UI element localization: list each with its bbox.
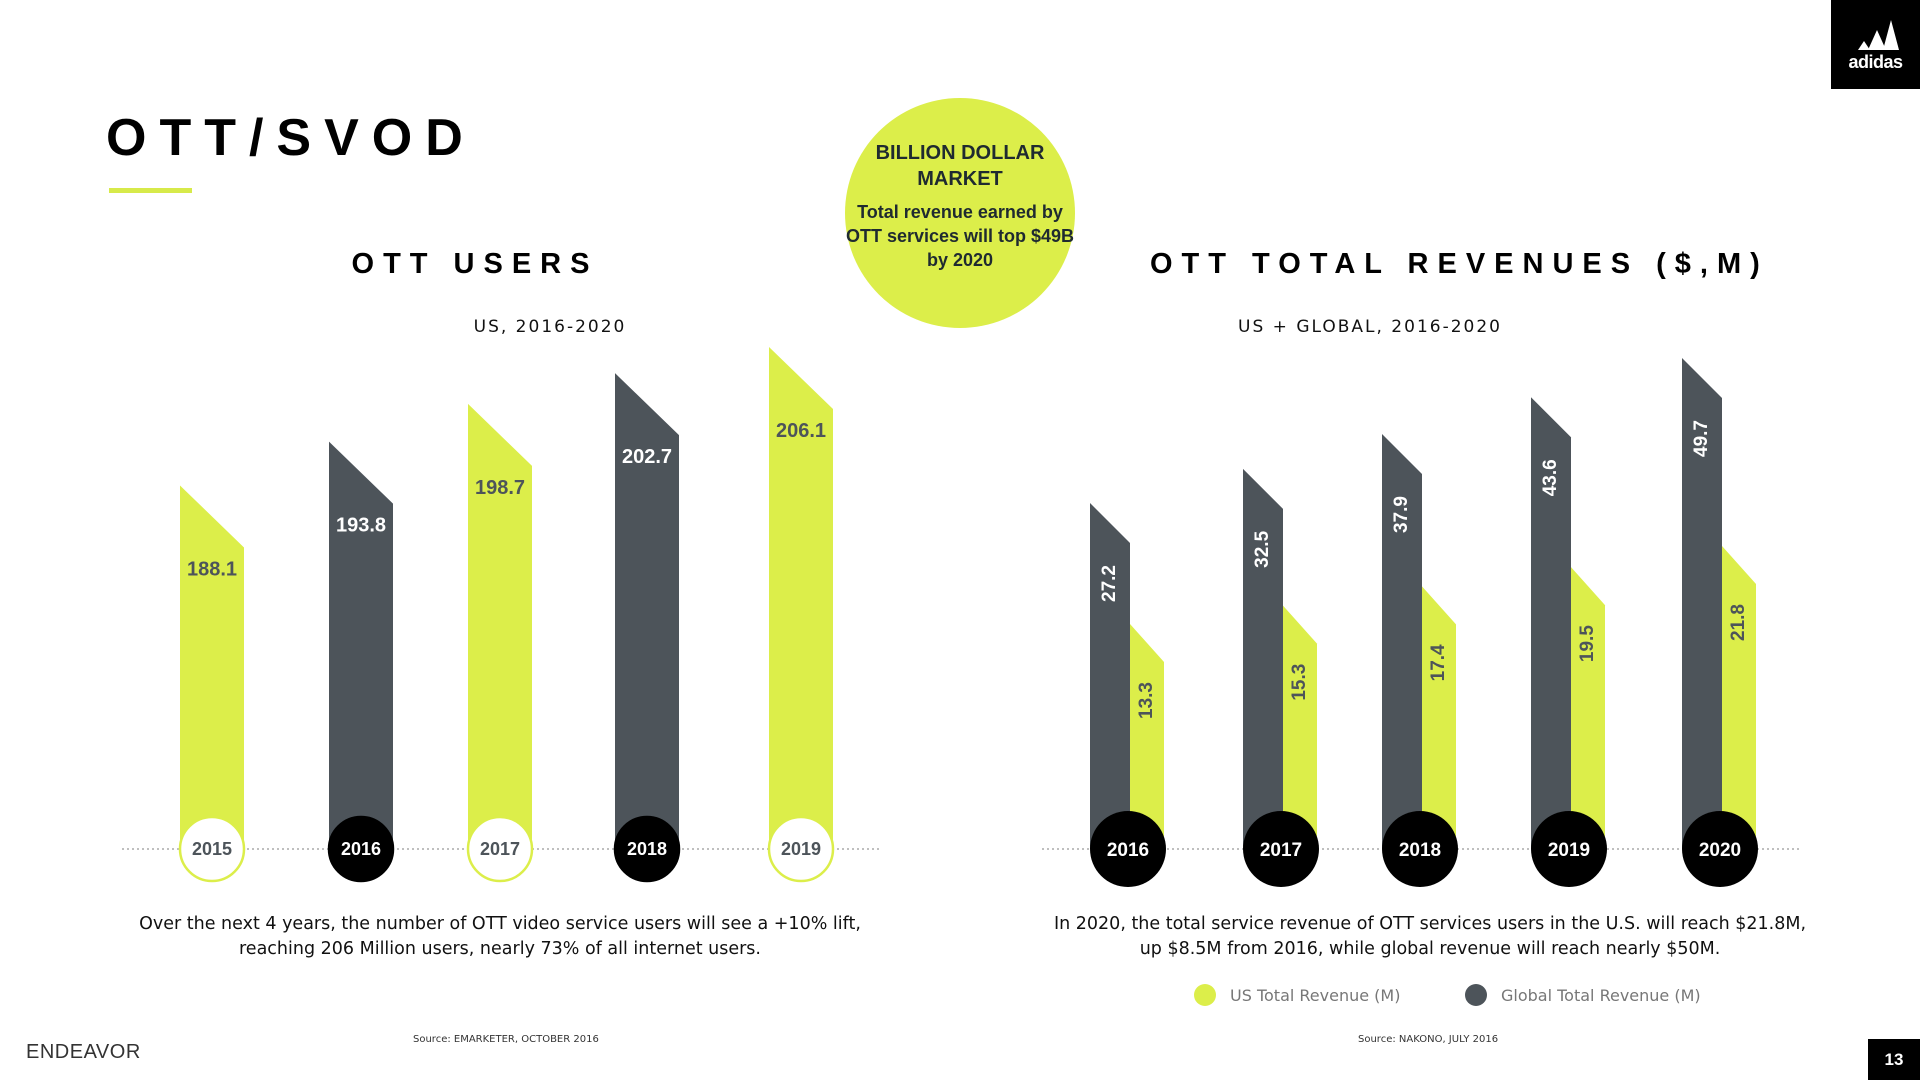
legend-us-dot-icon bbox=[1194, 984, 1216, 1006]
adidas-stripes-icon bbox=[1858, 20, 1899, 50]
us-revenue-bar-2020 bbox=[1722, 546, 1756, 849]
users-year-circle bbox=[178, 815, 246, 883]
us-revenue-bar-2019 bbox=[1571, 567, 1605, 849]
revenue-year-circle bbox=[1531, 811, 1607, 887]
us-revenue-value-label: 21.8 bbox=[1728, 604, 1749, 641]
global-revenue-value-label: 49.7 bbox=[1691, 420, 1712, 457]
page-number: 13 bbox=[1868, 1039, 1920, 1080]
users-value-label: 198.7 bbox=[475, 477, 525, 499]
users-year-label: 2017 bbox=[480, 839, 520, 859]
revenue-year-circle bbox=[1090, 811, 1166, 887]
users-value-label: 206.1 bbox=[776, 420, 826, 442]
revenue-year-label: 2016 bbox=[1107, 840, 1149, 861]
global-revenue-value-label: 43.6 bbox=[1540, 459, 1561, 496]
logo-text: adidas bbox=[1848, 52, 1903, 72]
users-year-label: 2016 bbox=[341, 839, 381, 859]
users-year-label: 2015 bbox=[192, 839, 232, 859]
us-revenue-bar-2018 bbox=[1422, 586, 1456, 849]
users-value-label: 193.8 bbox=[336, 515, 386, 537]
revenue-chart-title: OTT TOTAL REVENUES ($,M) bbox=[1150, 248, 1769, 280]
billion-dollar-badge: BILLION DOLLAR MARKET Total revenue earn… bbox=[845, 98, 1075, 328]
revenue-year-label: 2019 bbox=[1548, 840, 1590, 861]
revenue-chart-subtitle: US + GLOBAL, 2016-2020 bbox=[1238, 317, 1502, 337]
badge-body: Total revenue earned by OTT services wil… bbox=[845, 202, 1075, 270]
users-bar-2019 bbox=[769, 347, 833, 849]
revenue-year-circle bbox=[1243, 811, 1319, 887]
revenue-year-label: 2018 bbox=[1399, 840, 1441, 861]
revenue-year-label: 2020 bbox=[1699, 840, 1741, 861]
revenue-source: Source: NAKONO, JULY 2016 bbox=[1358, 1034, 1499, 1045]
revenue-year-label: 2017 bbox=[1260, 840, 1302, 861]
users-year-circle bbox=[327, 815, 395, 883]
us-revenue-bar-2016 bbox=[1130, 624, 1164, 849]
users-chart-title: OTT USERS bbox=[351, 248, 599, 280]
users-year-label: 2019 bbox=[781, 839, 821, 859]
us-revenue-value-label: 15.3 bbox=[1289, 664, 1310, 701]
users-bar-2015 bbox=[180, 485, 244, 849]
adidas-logo: adidas bbox=[1831, 0, 1920, 89]
revenue-year-circle bbox=[1682, 811, 1758, 887]
legend-us-label: US Total Revenue (M) bbox=[1230, 985, 1401, 1005]
users-year-circle bbox=[466, 815, 534, 883]
global-revenue-value-label: 37.9 bbox=[1391, 496, 1412, 533]
global-revenue-bar-2019 bbox=[1531, 397, 1571, 849]
global-revenue-value-label: 32.5 bbox=[1252, 530, 1273, 567]
revenue-year-circle bbox=[1382, 811, 1458, 887]
legend-us-revenue: US Total Revenue (M) bbox=[1194, 983, 1400, 1007]
users-year-label: 2018 bbox=[627, 839, 667, 859]
users-value-label: 202.7 bbox=[622, 446, 672, 468]
global-revenue-bar-2020 bbox=[1682, 358, 1722, 849]
legend-global-revenue: Global Total Revenue (M) bbox=[1465, 983, 1701, 1007]
users-value-label: 188.1 bbox=[187, 558, 237, 580]
revenue-caption: In 2020, the total service revenue of OT… bbox=[1053, 914, 1807, 959]
us-revenue-bar-2017 bbox=[1283, 605, 1317, 849]
legend-global-dot-icon bbox=[1465, 984, 1487, 1006]
users-bar-2016 bbox=[329, 441, 393, 849]
users-year-circle bbox=[767, 815, 835, 883]
users-source: Source: EMARKETER, OCTOBER 2016 bbox=[413, 1034, 599, 1045]
global-revenue-bar-2018 bbox=[1382, 434, 1422, 849]
users-bar-2017 bbox=[468, 403, 532, 849]
global-revenue-bar-2016 bbox=[1090, 503, 1130, 849]
users-year-circle bbox=[613, 815, 681, 883]
footer-brand: ENDEAVOR bbox=[26, 1041, 141, 1063]
users-bar-2018 bbox=[615, 373, 679, 849]
legend-global-label: Global Total Revenue (M) bbox=[1501, 985, 1701, 1005]
title-underline bbox=[109, 188, 192, 193]
page-title: OTT/SVOD bbox=[106, 109, 476, 167]
us-revenue-value-label: 13.3 bbox=[1136, 682, 1157, 719]
users-chart-subtitle: US, 2016-2020 bbox=[473, 317, 627, 337]
us-revenue-value-label: 19.5 bbox=[1577, 625, 1598, 662]
users-caption: Over the next 4 years, the number of OTT… bbox=[139, 914, 861, 959]
us-revenue-value-label: 17.4 bbox=[1428, 644, 1449, 681]
global-revenue-bar-2017 bbox=[1243, 468, 1283, 849]
badge-heading: BILLION DOLLAR MARKET bbox=[875, 142, 1045, 190]
global-revenue-value-label: 27.2 bbox=[1099, 565, 1120, 602]
